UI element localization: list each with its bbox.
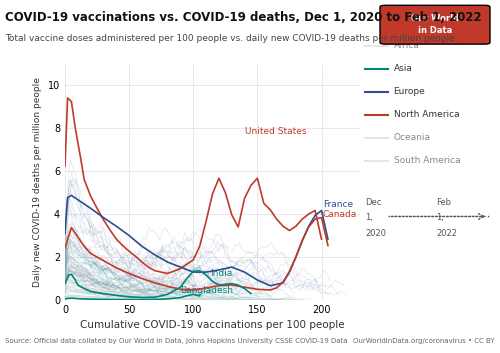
Text: Africa: Africa: [394, 41, 419, 50]
Text: Oceania: Oceania: [394, 133, 430, 142]
Text: COVID-19 vaccinations vs. COVID-19 deaths, Dec 1, 2020 to Feb 1, 2022: COVID-19 vaccinations vs. COVID-19 death…: [5, 11, 482, 24]
Text: OurWorldInData.org/coronavirus • CC BY: OurWorldInData.org/coronavirus • CC BY: [354, 338, 495, 344]
Text: India: India: [210, 269, 232, 279]
Text: Total vaccine doses administered per 100 people vs. daily new COVID-19 deaths pe: Total vaccine doses administered per 100…: [5, 34, 458, 42]
Text: 2022: 2022: [436, 229, 458, 238]
Text: North America: North America: [394, 110, 459, 119]
Text: United States: United States: [244, 127, 306, 137]
Text: Asia: Asia: [394, 64, 412, 73]
Text: 2020: 2020: [365, 229, 386, 238]
Text: France: France: [323, 199, 353, 209]
Y-axis label: Daily new COVID-19 deaths per million people: Daily new COVID-19 deaths per million pe…: [34, 77, 42, 287]
Text: 1,: 1,: [436, 213, 444, 222]
FancyBboxPatch shape: [380, 5, 490, 44]
Text: Bangladesh: Bangladesh: [180, 286, 234, 295]
Text: Feb: Feb: [436, 198, 452, 207]
Text: Our World
in Data: Our World in Data: [411, 14, 459, 35]
Text: Dec: Dec: [365, 198, 382, 207]
Text: South America: South America: [394, 156, 460, 165]
Text: Canada: Canada: [323, 210, 357, 219]
Text: Europe: Europe: [394, 87, 426, 96]
X-axis label: Cumulative COVID-19 vaccinations per 100 people: Cumulative COVID-19 vaccinations per 100…: [80, 321, 345, 330]
Text: 1,: 1,: [365, 213, 373, 222]
Text: Source: Official data collated by Our World in Data, Johns Hopkins University CS: Source: Official data collated by Our Wo…: [5, 338, 347, 344]
